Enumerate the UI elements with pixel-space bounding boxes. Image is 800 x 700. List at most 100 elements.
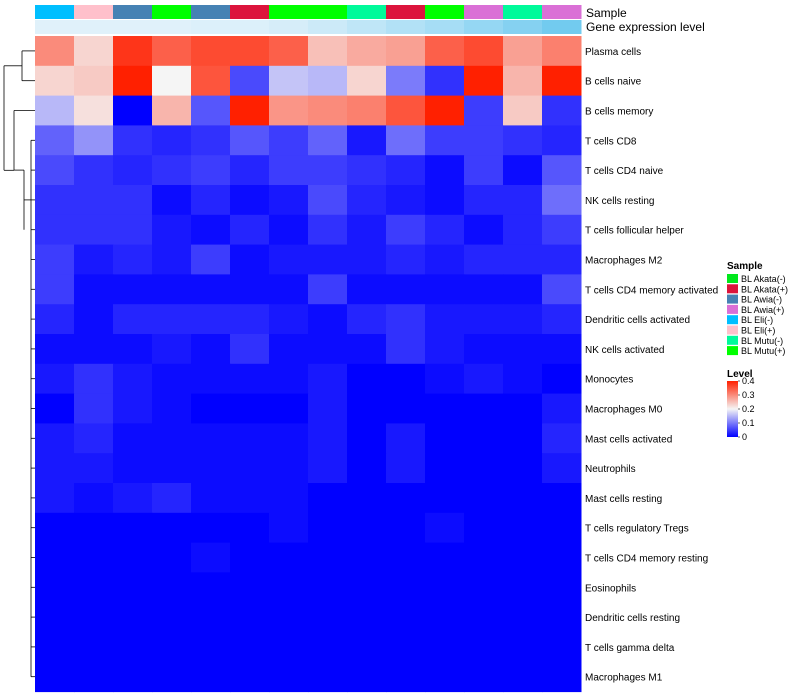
heatmap-cell (425, 95, 465, 126)
heatmap-cell (464, 423, 504, 454)
heatmap-cell (386, 214, 426, 246)
heatmap-cell (35, 572, 75, 603)
heatmap-cell (464, 363, 504, 395)
heatmap-cell (35, 661, 75, 693)
heatmap-cell (74, 244, 114, 275)
heatmap-cell (74, 363, 114, 395)
heatmap-cell (308, 423, 348, 454)
heatmap-cell (347, 185, 387, 216)
heatmap-cell (425, 661, 465, 693)
heatmap-cell (347, 304, 387, 335)
legend-swatch (727, 304, 738, 314)
heatmap-cell (347, 95, 387, 126)
annotation-label-sample: Sample (586, 6, 627, 20)
annotation-label-expression: Gene expression level (586, 20, 705, 34)
sample-annotation-cell (74, 5, 114, 19)
heatmap-cell (152, 512, 192, 544)
heatmap-cell (35, 155, 75, 186)
heatmap-cell (464, 483, 504, 514)
heatmap-cell (308, 36, 348, 67)
sample-annotation-cell (542, 5, 582, 19)
heatmap-cell (347, 36, 387, 67)
expression-annotation-cell (113, 20, 153, 34)
heatmap-cell (425, 125, 465, 156)
heatmap-cell (35, 214, 75, 246)
row-label: T cells CD4 naive (585, 166, 664, 177)
row-label: T cells gamma delta (585, 643, 675, 654)
heatmap-cell (191, 512, 231, 544)
heatmap-cell (191, 155, 231, 186)
heatmap-cell (386, 453, 426, 484)
heatmap-cell (113, 244, 153, 275)
heatmap-cell (425, 453, 465, 484)
heatmap-cell (308, 393, 348, 424)
row-dendrogram (3, 50, 35, 678)
heatmap-cell (503, 512, 543, 544)
heatmap-cell (74, 542, 114, 573)
expression-annotation-cell (542, 20, 582, 34)
heatmap-cell (152, 304, 192, 335)
heatmap-cell (191, 572, 231, 603)
heatmap-cell (347, 483, 387, 514)
heatmap-cell (308, 214, 348, 246)
heatmap-cell (542, 125, 582, 156)
heatmap-cell (113, 632, 153, 663)
heatmap-cell (74, 512, 114, 544)
heatmap-cell (347, 661, 387, 693)
legend-sample-entries: BL Akata(-)BL Akata(+)BL Awia(-)BL Awia(… (727, 274, 788, 356)
legend-swatch (727, 335, 738, 345)
heatmap-cell (386, 155, 426, 186)
heatmap-cell (152, 155, 192, 186)
heatmap-cell (503, 244, 543, 275)
heatmap-cell (269, 572, 309, 603)
heatmap-cell (35, 125, 75, 156)
heatmap-cell (191, 334, 231, 365)
heatmap-cell (542, 542, 582, 573)
heatmap-cell (35, 185, 75, 216)
heatmap-cell (425, 632, 465, 663)
heatmap-cell (230, 393, 270, 424)
heatmap-cell (386, 334, 426, 365)
heatmap-cell (386, 244, 426, 275)
heatmap-cell (191, 65, 231, 97)
heatmap-cell (308, 363, 348, 395)
heatmap-cell (386, 95, 426, 126)
heatmap-cell (230, 274, 270, 305)
heatmap-cell (425, 334, 465, 365)
heatmap-cell (464, 65, 504, 97)
sample-annotation-cell (113, 5, 153, 19)
heatmap-cell (152, 483, 192, 514)
heatmap-cell (74, 661, 114, 693)
heatmap-cell (503, 304, 543, 335)
heatmap-cell (542, 393, 582, 424)
heatmap-cell (191, 393, 231, 424)
heatmap-cell (308, 65, 348, 97)
expression-annotation-cell (503, 20, 543, 34)
heatmap-cell (386, 125, 426, 156)
heatmap-cell (503, 542, 543, 573)
heatmap-cell (542, 423, 582, 454)
heatmap-cell (152, 334, 192, 365)
heatmap-cell (464, 661, 504, 693)
sample-annotation-cell (464, 5, 504, 19)
heatmap-cell (464, 36, 504, 67)
heatmap-cell (347, 632, 387, 663)
heatmap-cell (191, 214, 231, 246)
heatmap-cell (113, 542, 153, 573)
heatmap-cell (542, 572, 582, 603)
heatmap-cell (269, 423, 309, 454)
heatmap-cell (74, 423, 114, 454)
heatmap-cell (269, 125, 309, 156)
heatmap-cell (74, 95, 114, 126)
heatmap-cell (113, 65, 153, 97)
heatmap-cell (308, 602, 348, 633)
heatmap-cell (386, 393, 426, 424)
heatmap-cell (542, 304, 582, 335)
heatmap-cell (386, 65, 426, 97)
heatmap-cell (74, 483, 114, 514)
heatmap-cell (503, 483, 543, 514)
expression-annotation-cell (269, 20, 309, 34)
sample-annotation-cell (425, 5, 465, 19)
heatmap-cell (152, 602, 192, 633)
heatmap-cell (74, 304, 114, 335)
